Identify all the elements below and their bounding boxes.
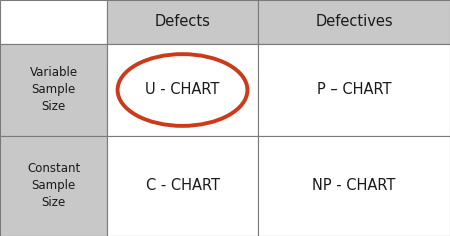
Text: Defects: Defects xyxy=(154,14,211,30)
Text: U - CHART: U - CHART xyxy=(145,83,220,97)
Bar xyxy=(107,44,258,136)
Bar xyxy=(0,136,107,236)
Bar xyxy=(258,44,450,136)
Bar xyxy=(258,0,450,44)
Bar xyxy=(0,44,107,136)
Bar xyxy=(107,0,258,44)
Text: NP - CHART: NP - CHART xyxy=(312,178,396,194)
Text: Constant
Sample
Size: Constant Sample Size xyxy=(27,163,80,210)
Bar xyxy=(107,136,258,236)
Text: Variable
Sample
Size: Variable Sample Size xyxy=(29,67,77,114)
Text: Defectives: Defectives xyxy=(315,14,393,30)
Text: P – CHART: P – CHART xyxy=(317,83,391,97)
Bar xyxy=(0,0,107,44)
Text: C - CHART: C - CHART xyxy=(145,178,220,194)
Bar xyxy=(258,136,450,236)
